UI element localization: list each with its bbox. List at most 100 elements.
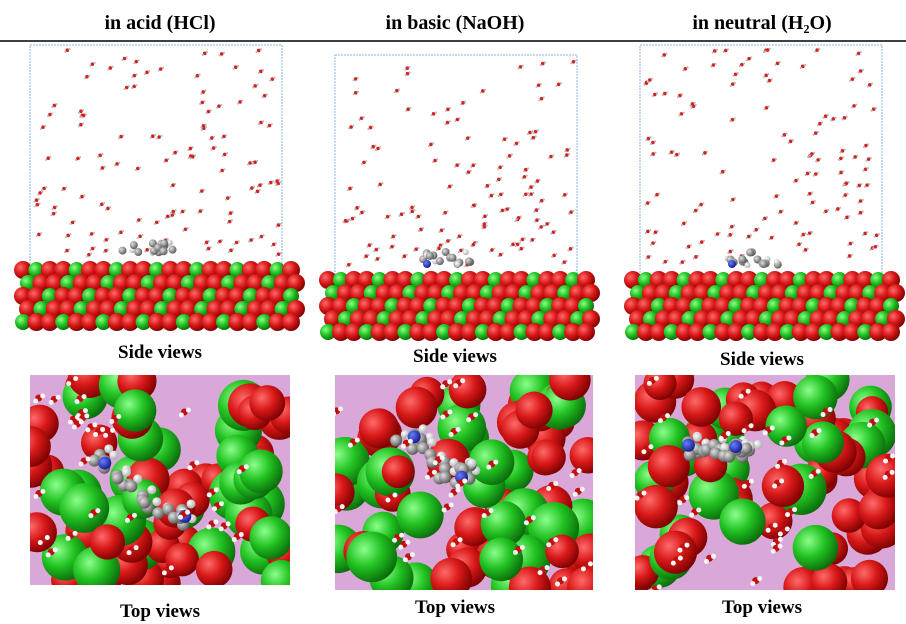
molecular-renderings: [9, 45, 906, 610]
hydrogen: [568, 148, 570, 150]
hydrogen: [213, 519, 218, 524]
hydrogen: [774, 259, 780, 265]
hydrogen: [124, 88, 126, 90]
hydrogen: [93, 232, 95, 234]
hydrogen: [135, 169, 137, 171]
hydrogen: [65, 186, 67, 188]
hydrogen: [730, 200, 732, 202]
hydrogen: [413, 250, 415, 252]
hydrogen: [481, 227, 483, 229]
hydrogen: [677, 548, 682, 553]
hydrogen: [101, 153, 103, 155]
hydrogen: [793, 181, 795, 183]
hydrogen: [778, 532, 783, 537]
surface-atom-green: [719, 499, 765, 545]
hydrogen: [765, 50, 767, 52]
hydrogen: [641, 449, 646, 454]
hydrogen: [890, 470, 895, 475]
hydrogen: [232, 211, 234, 213]
hydrogen: [802, 250, 804, 252]
hydrogen: [241, 100, 243, 102]
hydrogen: [698, 205, 700, 207]
hydrogen: [702, 202, 704, 204]
hydrogen: [818, 48, 820, 50]
hydrogen: [152, 497, 161, 506]
hydrogen: [137, 59, 139, 61]
hydrogen: [51, 112, 53, 114]
slab-atom-red: [577, 323, 595, 341]
carbon: [125, 480, 137, 492]
hydrogen: [182, 230, 184, 232]
hydrogen: [518, 249, 520, 251]
hydrogen: [704, 559, 709, 564]
hydrogen: [419, 424, 428, 433]
hydrogen: [742, 428, 747, 433]
hydrogen: [489, 508, 494, 513]
hydrogen: [797, 221, 799, 223]
hydrogen: [860, 183, 862, 185]
hydrogen: [550, 233, 552, 235]
hydrogen: [135, 73, 137, 75]
hydrogen: [575, 59, 577, 61]
hydrogen: [793, 223, 795, 225]
hydrogen: [44, 125, 46, 127]
hydrogen: [568, 153, 570, 155]
hydrogen: [538, 99, 540, 101]
hydrogen: [81, 116, 83, 118]
hydrogen: [169, 565, 174, 570]
hydrogen: [779, 440, 784, 445]
hydrogen: [693, 433, 702, 442]
hydrogen: [658, 192, 660, 194]
hydrogen: [440, 455, 445, 460]
hydrogen: [186, 408, 191, 413]
hydrogen: [201, 129, 203, 131]
hydrogen: [877, 244, 879, 246]
hydrogen: [852, 241, 854, 243]
hydrogen: [460, 378, 465, 383]
surface-atom-red: [648, 445, 690, 487]
hydrogen: [68, 48, 70, 50]
hydrogen: [560, 82, 562, 84]
hydrogen: [538, 227, 540, 229]
hydrogen: [122, 230, 124, 232]
hydrogen: [83, 408, 88, 413]
hydrogen: [417, 247, 419, 249]
hydrogen: [510, 245, 512, 247]
hydrogen: [79, 461, 84, 466]
hydrogen: [474, 163, 476, 165]
hydrogen: [539, 179, 541, 181]
hydrogen: [786, 133, 788, 135]
surface-atom-green: [793, 525, 839, 571]
carbon: [738, 255, 746, 263]
hydrogen: [511, 154, 513, 156]
hydrogen: [763, 430, 768, 435]
hydrogen: [409, 208, 411, 210]
hydrogen: [842, 195, 844, 197]
hydrogen: [69, 233, 71, 235]
hydrogen: [731, 232, 733, 234]
hydrogen: [279, 181, 281, 183]
hydrogen: [389, 247, 391, 249]
hydrogen: [819, 158, 821, 160]
hydrogen: [158, 69, 160, 71]
hydrogen: [542, 225, 544, 227]
hydrogen: [843, 184, 845, 186]
hydrogen: [811, 231, 813, 233]
hydrogen: [506, 137, 508, 139]
hydrogen: [68, 420, 73, 425]
hydrogen: [649, 229, 651, 231]
hydrogen: [167, 238, 169, 240]
hydrogen: [862, 69, 864, 71]
hydrogen: [258, 123, 260, 125]
hydrogen: [131, 76, 133, 78]
hydrogen: [221, 239, 223, 241]
hydrogen: [501, 165, 503, 167]
carbon: [134, 248, 142, 256]
hydrogen: [445, 241, 447, 243]
hydrogen: [266, 126, 268, 128]
hydrogen: [408, 439, 413, 444]
surface-atom-green: [249, 516, 292, 559]
hydrogen: [822, 117, 824, 119]
hydrogen: [225, 198, 227, 200]
nitrogen: [98, 457, 111, 470]
